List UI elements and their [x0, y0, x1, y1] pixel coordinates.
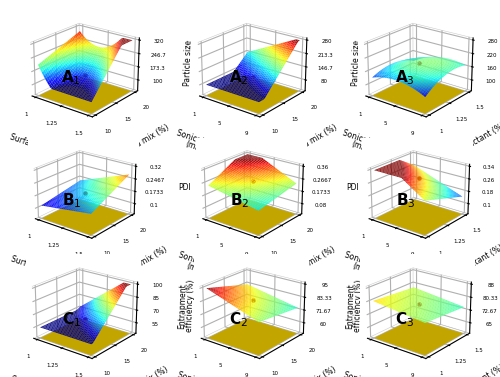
- X-axis label: Sonication time
(minutes): Sonication time (minutes): [174, 250, 236, 286]
- X-axis label: Sonication time
(minutes): Sonication time (minutes): [340, 250, 403, 286]
- Y-axis label: Lipid mix (%): Lipid mix (%): [122, 123, 170, 156]
- X-axis label: Sonication time
(minutes): Sonication time (minutes): [340, 370, 402, 377]
- Y-axis label: Lipid mix (%): Lipid mix (%): [289, 365, 337, 377]
- Y-axis label: Lipid mix (%): Lipid mix (%): [122, 365, 170, 377]
- Y-axis label: Lipid mix (%): Lipid mix (%): [288, 245, 336, 278]
- X-axis label: Sonication time
(minutes): Sonication time (minutes): [173, 128, 235, 164]
- Y-axis label: Surfactant (%): Surfactant (%): [452, 244, 500, 279]
- X-axis label: Surfactant (%): Surfactant (%): [8, 132, 64, 159]
- Y-axis label: Lipid mix (%): Lipid mix (%): [120, 245, 168, 278]
- Y-axis label: Surfactant (%): Surfactant (%): [453, 363, 500, 377]
- X-axis label: Surfactant (%): Surfactant (%): [10, 254, 66, 281]
- X-axis label: Surfactant (%): Surfactant (%): [10, 374, 65, 377]
- X-axis label: Sonication time
(minutes): Sonication time (minutes): [174, 370, 236, 377]
- Y-axis label: Lipid mix (%): Lipid mix (%): [290, 123, 338, 156]
- X-axis label: Sonication time
(minutes): Sonication time (minutes): [339, 128, 402, 164]
- Y-axis label: Surfactant (%): Surfactant (%): [454, 121, 500, 157]
